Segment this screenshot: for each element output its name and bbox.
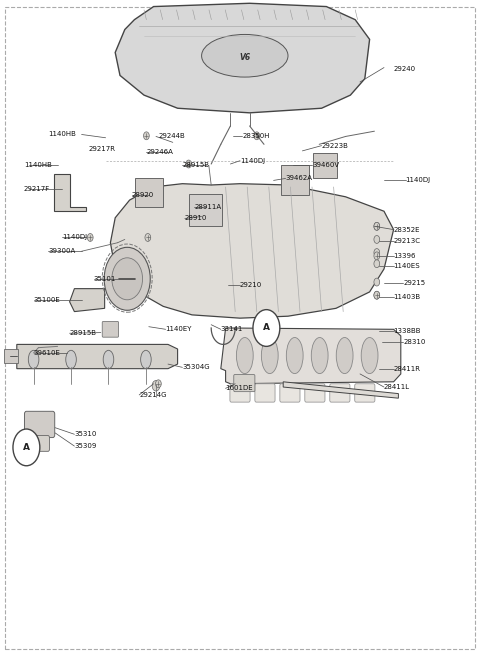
Text: 39610E: 39610E [34, 350, 60, 356]
Text: A: A [263, 323, 270, 333]
Text: 29246A: 29246A [146, 149, 173, 155]
FancyBboxPatch shape [189, 194, 222, 226]
FancyBboxPatch shape [330, 384, 350, 402]
Text: 28350H: 28350H [242, 133, 270, 139]
FancyBboxPatch shape [280, 384, 300, 402]
Text: 29217F: 29217F [24, 186, 50, 192]
Text: 35100E: 35100E [34, 297, 60, 303]
Circle shape [374, 222, 380, 230]
Text: 28310: 28310 [403, 339, 426, 346]
Polygon shape [115, 3, 370, 113]
Ellipse shape [262, 337, 278, 373]
Text: 28915B: 28915B [70, 330, 96, 337]
Text: 11403B: 11403B [394, 293, 421, 300]
FancyBboxPatch shape [102, 321, 119, 337]
Circle shape [374, 291, 380, 299]
FancyBboxPatch shape [313, 153, 337, 178]
FancyBboxPatch shape [234, 375, 255, 392]
Text: 28411R: 28411R [394, 365, 420, 372]
Text: 39460V: 39460V [312, 162, 339, 169]
Polygon shape [283, 382, 398, 398]
Text: 35309: 35309 [74, 443, 97, 449]
Circle shape [144, 132, 149, 140]
Text: 28915B: 28915B [182, 162, 209, 169]
Text: 28910: 28910 [185, 215, 207, 222]
Text: 29214G: 29214G [139, 392, 167, 398]
Circle shape [145, 234, 151, 241]
Circle shape [156, 380, 161, 388]
Text: 1140HB: 1140HB [48, 131, 76, 138]
Polygon shape [54, 174, 86, 211]
Polygon shape [110, 184, 394, 318]
Text: A: A [23, 443, 30, 452]
Polygon shape [17, 344, 178, 369]
FancyBboxPatch shape [4, 349, 18, 363]
Text: 29244B: 29244B [158, 133, 185, 140]
Text: 1140ES: 1140ES [394, 263, 420, 270]
Ellipse shape [202, 34, 288, 77]
Text: 1601DE: 1601DE [226, 385, 253, 392]
Circle shape [186, 160, 192, 168]
Ellipse shape [361, 337, 378, 373]
Text: 28920: 28920 [132, 192, 154, 198]
Text: 28411L: 28411L [384, 384, 410, 390]
Text: 1140EY: 1140EY [166, 326, 192, 333]
Circle shape [374, 291, 380, 299]
Text: 35310: 35310 [74, 431, 97, 438]
Text: 13396: 13396 [394, 253, 416, 259]
Circle shape [374, 252, 380, 260]
FancyBboxPatch shape [230, 384, 250, 402]
Text: 29210: 29210 [240, 282, 262, 289]
Text: 1140DJ: 1140DJ [240, 157, 265, 164]
Circle shape [112, 258, 143, 300]
Text: 39300A: 39300A [48, 248, 75, 255]
Polygon shape [70, 289, 105, 312]
Text: 29213C: 29213C [394, 238, 420, 245]
FancyBboxPatch shape [24, 411, 55, 438]
FancyBboxPatch shape [355, 384, 375, 402]
Polygon shape [221, 328, 401, 384]
Ellipse shape [28, 350, 39, 369]
Text: 35101: 35101 [94, 276, 116, 282]
Text: 1338BB: 1338BB [394, 328, 421, 335]
Circle shape [253, 310, 280, 346]
Text: 1140HB: 1140HB [24, 162, 52, 169]
Text: 1140DJ: 1140DJ [406, 177, 431, 184]
Ellipse shape [286, 337, 303, 373]
Circle shape [374, 236, 380, 243]
Text: 28352E: 28352E [394, 226, 420, 233]
Text: 28911A: 28911A [194, 203, 222, 210]
Circle shape [104, 247, 150, 310]
Circle shape [254, 132, 260, 140]
Ellipse shape [103, 350, 114, 369]
Text: 39462A: 39462A [286, 175, 312, 182]
Circle shape [87, 234, 93, 241]
Text: 1140DJ: 1140DJ [62, 234, 87, 241]
Ellipse shape [141, 350, 151, 369]
Text: 29215: 29215 [403, 280, 425, 287]
Circle shape [13, 429, 40, 466]
Ellipse shape [312, 337, 328, 373]
Ellipse shape [66, 350, 76, 369]
Circle shape [374, 260, 380, 268]
Text: V6: V6 [239, 52, 251, 62]
Circle shape [152, 380, 160, 391]
Circle shape [374, 278, 380, 286]
FancyBboxPatch shape [305, 384, 325, 402]
FancyBboxPatch shape [255, 384, 275, 402]
Ellipse shape [336, 337, 353, 373]
Text: 35304G: 35304G [182, 364, 210, 371]
Circle shape [374, 222, 380, 230]
Text: 29223B: 29223B [322, 142, 348, 149]
FancyBboxPatch shape [281, 165, 309, 195]
Text: 29217R: 29217R [89, 146, 116, 152]
Text: 33141: 33141 [221, 326, 243, 333]
Text: 29240: 29240 [394, 66, 416, 72]
Ellipse shape [236, 337, 253, 373]
FancyBboxPatch shape [135, 178, 163, 207]
FancyBboxPatch shape [25, 436, 49, 451]
Circle shape [374, 249, 380, 256]
